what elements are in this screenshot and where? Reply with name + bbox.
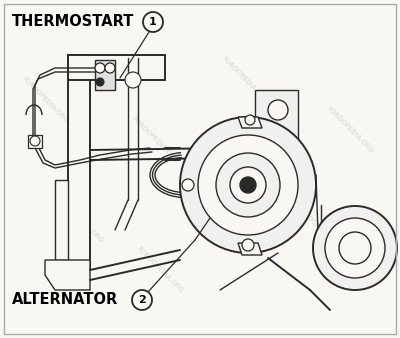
Polygon shape	[55, 180, 68, 260]
Circle shape	[105, 63, 115, 73]
Polygon shape	[255, 90, 310, 195]
Text: FORDOPEDIA.ORG: FORDOPEDIA.ORG	[266, 141, 314, 189]
Polygon shape	[45, 260, 90, 290]
Text: FORDOPEDIA.ORG: FORDOPEDIA.ORG	[136, 246, 184, 294]
Polygon shape	[95, 60, 115, 90]
Text: FORDOPEDIA.ORG: FORDOPEDIA.ORG	[56, 196, 104, 244]
Circle shape	[325, 218, 385, 278]
Circle shape	[125, 72, 141, 88]
Circle shape	[216, 153, 280, 217]
Circle shape	[339, 232, 371, 264]
Circle shape	[299, 172, 311, 184]
Circle shape	[96, 78, 104, 86]
Circle shape	[95, 63, 105, 73]
Polygon shape	[238, 243, 262, 255]
Circle shape	[143, 12, 163, 32]
Circle shape	[230, 167, 266, 203]
Text: THERMOSTART: THERMOSTART	[12, 15, 134, 29]
Polygon shape	[238, 117, 262, 128]
Circle shape	[30, 136, 40, 146]
Circle shape	[313, 206, 397, 290]
Circle shape	[180, 117, 316, 253]
Circle shape	[245, 115, 255, 125]
Circle shape	[242, 239, 254, 251]
Circle shape	[182, 179, 194, 191]
Polygon shape	[68, 55, 165, 80]
Circle shape	[268, 100, 288, 120]
Text: 1: 1	[149, 17, 157, 27]
Text: FORDOPEDIA.ORG: FORDOPEDIA.ORG	[296, 206, 344, 255]
Text: ALTERNATOR: ALTERNATOR	[12, 292, 118, 308]
Polygon shape	[28, 135, 42, 148]
Circle shape	[132, 290, 152, 310]
Text: FORDOPEDIA.ORG: FORDOPEDIA.ORG	[326, 106, 374, 154]
Polygon shape	[68, 55, 90, 270]
Circle shape	[198, 135, 298, 235]
Text: FORDOPEDIA.ORG: FORDOPEDIA.ORG	[221, 56, 269, 104]
Text: FORDOPEDIA.ORG: FORDOPEDIA.ORG	[21, 76, 69, 124]
Circle shape	[240, 177, 256, 193]
Text: FORDOPEDIA.ORG: FORDOPEDIA.ORG	[131, 116, 179, 164]
Text: 2: 2	[138, 295, 146, 305]
